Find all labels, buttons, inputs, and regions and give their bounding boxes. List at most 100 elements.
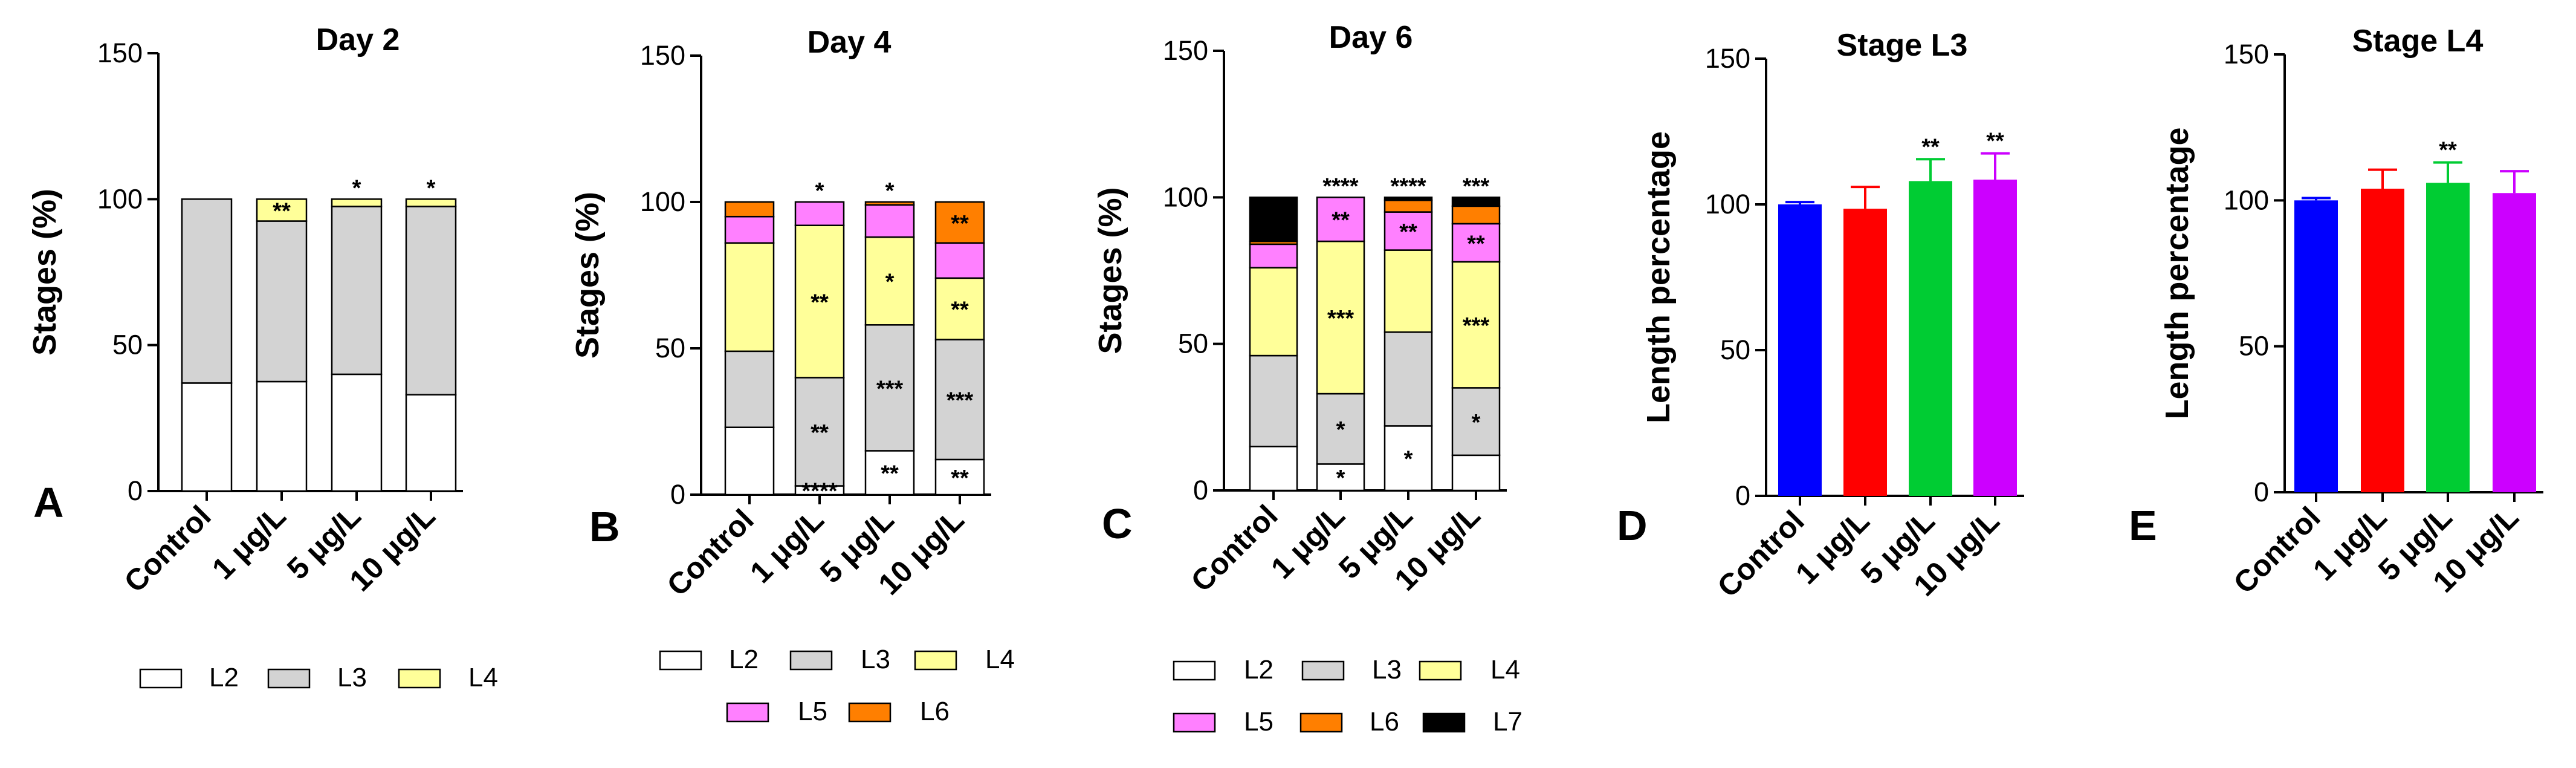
bar [1778,204,1822,496]
significance-label: **** [1390,174,1426,199]
y-axis-label: Stages (%) [569,192,606,359]
significance-label: * [1404,447,1413,472]
bar-segment-L3 [1316,392,1365,465]
bar-segment-L6 [1383,199,1433,213]
y-tick-label: 100 [640,186,685,217]
bar [1909,181,1952,496]
significance-label: ** [811,420,829,446]
bar-segment-L7 [1451,197,1501,207]
legend-label: L4 [985,645,1015,674]
bar-segment-L2 [1316,463,1365,492]
significance-label: * [1336,466,1345,491]
bar-segment-L5 [1316,197,1365,242]
panel-letter: C [1102,500,1133,547]
significance-label: *** [1463,174,1490,199]
x-tick-label: 1 μg/L [2306,500,2393,587]
bar-segment-L7 [1249,197,1298,242]
bar-segment-L5 [1383,211,1433,251]
legend-label: L3 [861,645,890,674]
significance-label: ** [1332,208,1350,233]
significance-label: * [885,178,895,204]
bar-segment-L3 [1383,331,1433,427]
legend-label: L2 [209,663,239,692]
chart-title: Day 6 [1329,20,1413,55]
legend-swatch-L6 [1299,712,1343,733]
bar-segment-L2 [1451,454,1501,492]
legend-label: L2 [729,645,759,674]
significance-label: ** [1921,134,1940,160]
legend: L2 L3 L4 [139,663,498,692]
y-tick-label: 100 [1163,181,1208,212]
significance-label: ** [1986,129,2004,154]
x-tick-label: Control [661,503,760,602]
bar-segment-L2 [864,450,915,496]
bar [2426,183,2470,492]
y-tick-label: 0 [1735,480,1750,511]
bar-segment-L3 [405,206,457,395]
bar [1843,209,1887,496]
legend: L2 L3 L4 L5 L6 L7 [1173,655,1523,737]
bar-segment-L3 [181,198,233,384]
legend-label: L6 [920,697,950,726]
significance-label: * [1472,410,1481,435]
chart-title: Stage L4 [2352,24,2484,59]
bar-segment-L2 [724,426,775,496]
bar-segment-L5 [1249,243,1298,268]
legend-label: L7 [1493,707,1523,737]
significance-label: ** [951,298,969,323]
bar-segment-L5 [794,201,845,226]
x-tick-label: 1 μg/L [205,499,293,586]
legend-label: L5 [1244,707,1273,737]
significance-label: ** [1467,231,1485,256]
x-tick-label: 1 μg/L [1264,498,1351,585]
y-axis-label: Length percentage [1640,131,1677,423]
bar-segment-L3 [794,377,845,487]
significance-label: ** [951,466,969,491]
bar-segment-L4 [794,224,845,379]
significance-label: ** [811,290,829,316]
legend-label: L3 [337,663,367,692]
bar-segment-L5 [934,242,985,279]
bar-segment-L6 [1451,205,1501,225]
bar-segment-L4 [864,236,915,326]
bar-segment-L5 [1451,223,1501,263]
significance-label: * [885,270,895,295]
bar-segment-L3 [1451,387,1501,457]
significance-label: *** [947,388,974,414]
legend-swatch-L3 [1301,660,1345,681]
y-tick-label: 150 [2224,39,2269,70]
bar-segment-L2 [1249,446,1298,492]
legend-label: L4 [468,663,498,692]
bar [2294,200,2338,492]
x-tick-label: 1 μg/L [743,503,830,590]
legend-swatch-L7 [1422,712,1466,733]
panel-letter: A [33,479,64,526]
bar-segment-L4 [724,242,775,353]
chart-title: Day 4 [807,25,892,60]
bar-segment-L4 [1316,240,1365,395]
y-tick-label: 50 [112,330,143,360]
legend-swatch-L5 [726,702,769,723]
bar-segment-L4 [934,277,985,340]
bar-segment-L6 [864,201,915,206]
legend-swatch-L2 [139,668,183,689]
legend-swatch-L6 [848,702,892,723]
legend-swatch-L4 [1419,660,1462,681]
y-tick-label: 50 [2239,331,2269,362]
legend: L2 L3 L4 L5 L6 [659,645,1015,726]
bar [2493,193,2536,492]
significance-label: *** [1327,306,1354,331]
legend-label: L5 [798,697,827,726]
significance-label: * [427,175,436,201]
y-tick-label: 0 [128,475,143,506]
bar-segment-L3 [724,350,775,428]
significance-label: ** [273,198,291,224]
panel-letter: E [2129,502,2157,549]
significance-label: ** [1399,220,1417,245]
significance-label: ** [2439,138,2457,163]
significance-label: * [1336,417,1345,443]
bar-segment-L2 [256,380,308,492]
